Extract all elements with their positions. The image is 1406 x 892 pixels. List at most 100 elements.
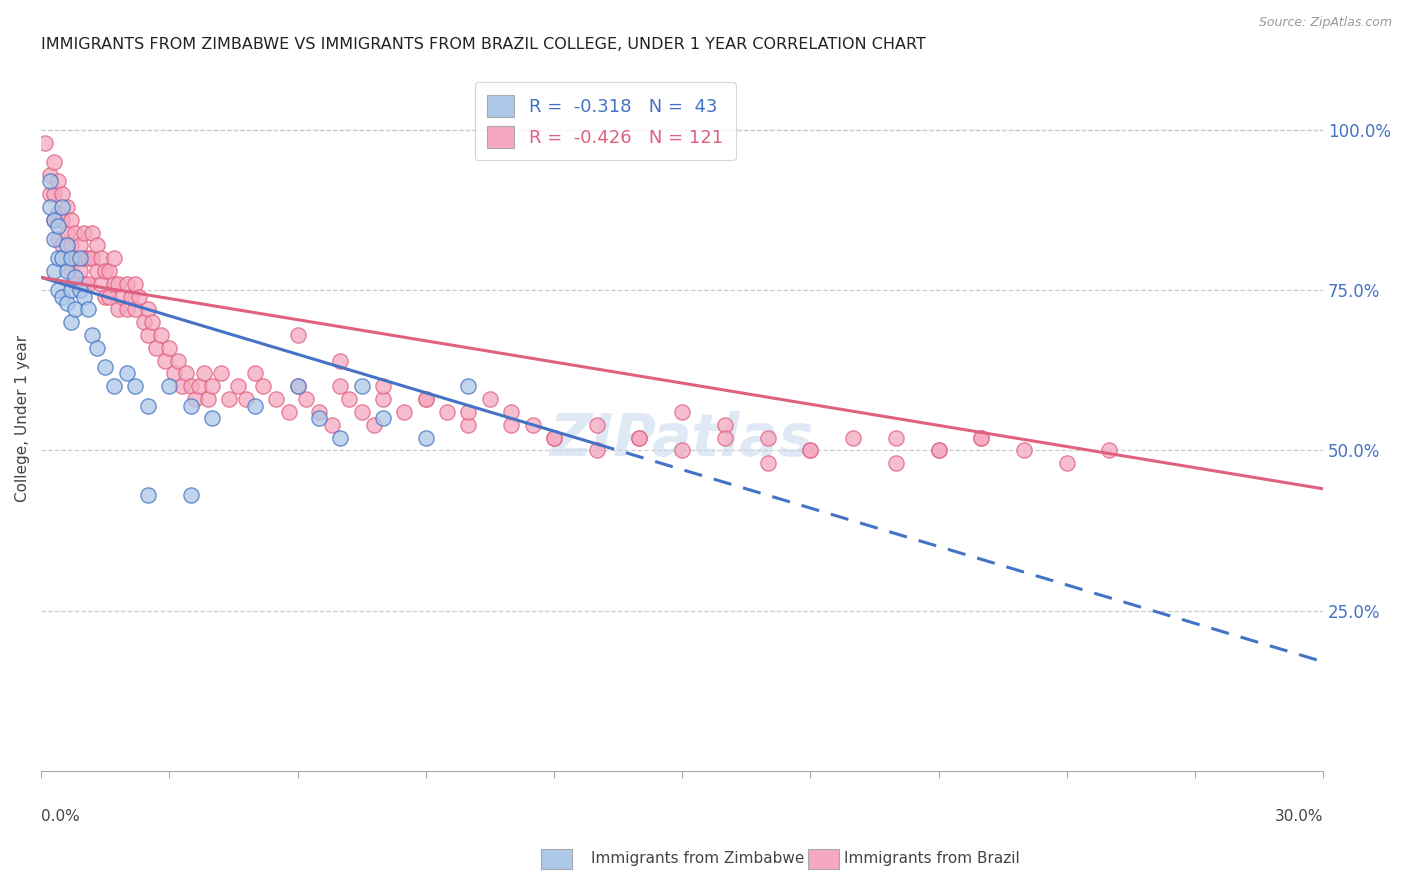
Point [77,251,100,265]
Point [51,187,73,202]
Point [94,360,117,375]
Legend: R =  -0.318   N =  43, R =  -0.426   N = 121: R = -0.318 N = 43, R = -0.426 N = 121 [475,82,735,161]
Point [60,238,83,252]
Point [295,392,318,406]
Point [543,431,565,445]
Point [51,290,73,304]
Point [970,431,993,445]
Point [436,405,458,419]
Point [73,277,96,291]
Point [98,290,121,304]
Point [350,405,373,419]
Text: Source: ZipAtlas.com: Source: ZipAtlas.com [1258,16,1392,29]
Point [86,238,108,252]
Point [60,264,83,278]
Point [243,367,266,381]
Point [42,187,65,202]
Point [51,251,73,265]
Point [98,264,121,278]
Point [543,431,565,445]
Point [145,341,167,355]
Point [884,431,907,445]
Point [136,488,159,502]
Point [46,174,69,188]
Point [82,226,104,240]
Point [46,206,69,220]
Point [522,417,544,432]
Point [799,443,821,458]
Point [149,328,172,343]
Point [172,379,194,393]
Point [65,270,87,285]
Point [201,411,224,425]
Point [928,443,950,458]
Point [103,251,125,265]
Point [329,353,352,368]
Point [55,226,77,240]
Point [671,443,693,458]
Point [188,379,211,393]
Text: IMMIGRANTS FROM ZIMBABWE VS IMMIGRANTS FROM BRAZIL COLLEGE, UNDER 1 YEAR CORRELA: IMMIGRANTS FROM ZIMBABWE VS IMMIGRANTS F… [41,37,927,53]
Point [42,232,65,246]
Point [51,200,73,214]
Point [124,302,146,317]
Point [184,392,207,406]
Point [65,302,87,317]
Point [42,155,65,169]
Point [136,328,159,343]
Point [157,341,180,355]
Point [415,431,437,445]
Point [38,187,60,202]
Point [46,251,69,265]
Point [69,251,91,265]
Point [46,219,69,234]
Point [120,290,142,304]
Point [209,367,232,381]
Point [55,200,77,214]
Point [308,405,330,419]
Point [394,405,416,419]
Point [94,290,117,304]
Point [350,379,373,393]
Point [585,417,607,432]
Point [46,283,69,297]
Point [252,379,274,393]
Point [60,251,83,265]
Point [308,411,330,425]
Point [457,417,479,432]
Point [94,264,117,278]
Text: ZIPatlas: ZIPatlas [550,411,814,468]
Point [884,456,907,470]
Point [60,315,83,329]
Y-axis label: College, Under 1 year: College, Under 1 year [15,334,30,502]
Point [162,367,184,381]
Point [180,399,202,413]
Point [69,283,91,297]
Point [337,392,360,406]
Point [69,238,91,252]
Point [371,411,394,425]
Point [73,290,96,304]
Point [60,212,83,227]
Point [756,456,779,470]
Point [278,405,301,419]
Point [1098,443,1121,458]
Point [55,251,77,265]
Point [107,302,129,317]
Point [799,443,821,458]
Point [42,264,65,278]
Point [176,367,198,381]
Point [287,379,309,393]
Point [82,251,104,265]
Point [51,212,73,227]
Point [457,405,479,419]
Point [264,392,287,406]
Point [124,379,146,393]
Text: Immigrants from Zimbabwe: Immigrants from Zimbabwe [591,851,804,865]
Point [180,379,202,393]
Point [287,328,309,343]
Point [73,226,96,240]
Point [501,405,523,419]
Point [218,392,240,406]
Point [42,212,65,227]
